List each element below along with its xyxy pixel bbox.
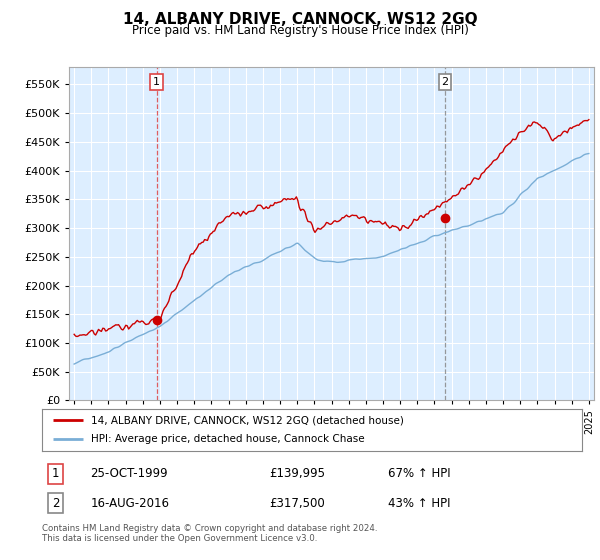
Text: 16-AUG-2016: 16-AUG-2016 xyxy=(91,497,170,510)
Text: 14, ALBANY DRIVE, CANNOCK, WS12 2GQ (detached house): 14, ALBANY DRIVE, CANNOCK, WS12 2GQ (det… xyxy=(91,415,403,425)
Text: 43% ↑ HPI: 43% ↑ HPI xyxy=(388,497,450,510)
Text: Contains HM Land Registry data © Crown copyright and database right 2024.
This d: Contains HM Land Registry data © Crown c… xyxy=(42,524,377,543)
Text: 25-OCT-1999: 25-OCT-1999 xyxy=(91,468,168,480)
Text: 1: 1 xyxy=(153,77,160,87)
Text: 14, ALBANY DRIVE, CANNOCK, WS12 2GQ: 14, ALBANY DRIVE, CANNOCK, WS12 2GQ xyxy=(122,12,478,27)
Text: Price paid vs. HM Land Registry's House Price Index (HPI): Price paid vs. HM Land Registry's House … xyxy=(131,24,469,36)
Text: 1: 1 xyxy=(52,468,59,480)
Text: £317,500: £317,500 xyxy=(269,497,325,510)
Text: 2: 2 xyxy=(442,77,449,87)
Text: HPI: Average price, detached house, Cannock Chase: HPI: Average price, detached house, Cann… xyxy=(91,435,364,445)
Text: £139,995: £139,995 xyxy=(269,468,325,480)
Text: 2: 2 xyxy=(52,497,59,510)
Text: 67% ↑ HPI: 67% ↑ HPI xyxy=(388,468,450,480)
